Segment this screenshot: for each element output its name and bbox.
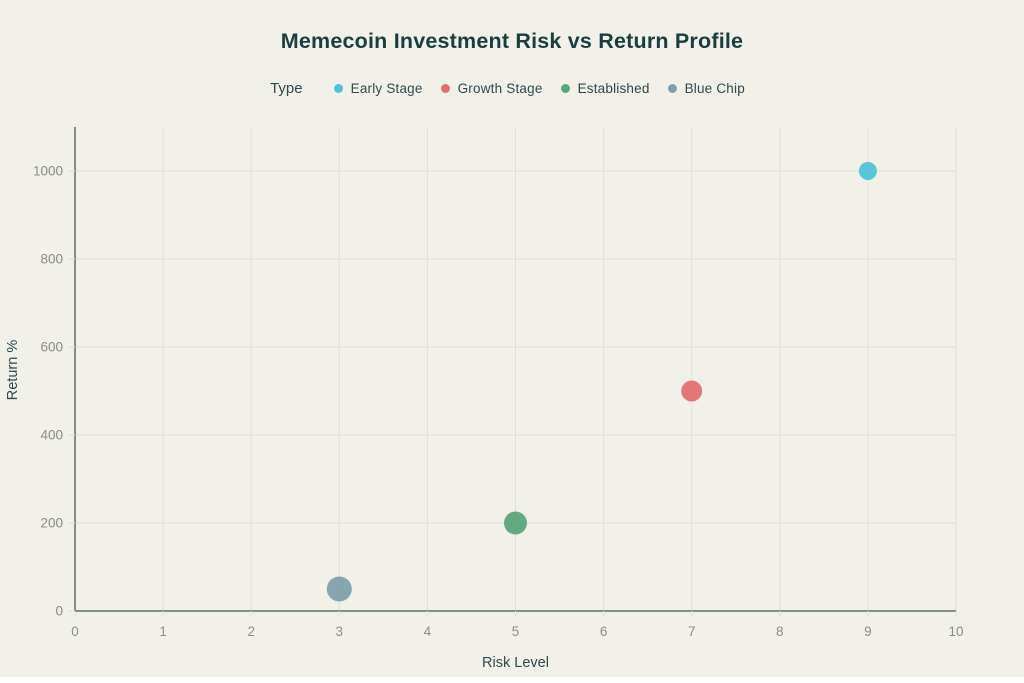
legend-item-label: Established (577, 80, 650, 96)
x-tick-label: 4 (424, 624, 432, 639)
legend-item-growth-stage[interactable]: Growth Stage (440, 80, 543, 96)
x-axis-label: Risk Level (482, 655, 549, 671)
x-tick-label: 9 (864, 624, 872, 639)
x-tick-label: 7 (688, 624, 696, 639)
x-tick-label: 8 (776, 624, 784, 639)
legend-dot-established-icon (560, 83, 570, 93)
legend: Type Early Stage Growth Stage Establishe… (0, 77, 1024, 99)
legend-title: Type (270, 79, 303, 97)
y-tick-label: 600 (40, 340, 63, 355)
legend-item-label: Early Stage (350, 80, 423, 96)
y-tick-label: 1000 (33, 164, 63, 179)
y-tick-label: 200 (40, 516, 63, 531)
legend-dot-early-stage-icon (333, 83, 343, 93)
legend-item-established[interactable]: Established (560, 80, 650, 96)
x-tick-label: 3 (336, 624, 344, 639)
data-point-blue-chip[interactable] (326, 576, 352, 602)
y-tick-label: 400 (40, 428, 63, 443)
legend-dot-blue-chip-icon (667, 83, 677, 93)
data-point-growth-stage[interactable] (681, 380, 703, 402)
legend-item-label: Growth Stage (457, 80, 543, 96)
y-axis-label: Return % (5, 339, 21, 401)
data-point-early-stage[interactable] (858, 162, 877, 180)
x-tick-label: 2 (247, 624, 255, 639)
legend-item-early-stage[interactable]: Early Stage (333, 80, 423, 96)
x-tick-label: 1 (159, 624, 167, 639)
bottom-strip (0, 677, 1024, 683)
data-point-established[interactable] (504, 511, 527, 535)
y-tick-label: 0 (55, 604, 63, 619)
chart-title: Memecoin Investment Risk vs Return Profi… (280, 29, 744, 53)
x-tick-label: 5 (512, 624, 520, 639)
legend-item-label: Blue Chip (684, 80, 745, 96)
y-tick-label: 800 (40, 252, 63, 267)
x-tick-label: 10 (948, 624, 963, 639)
x-tick-label: 0 (71, 624, 79, 639)
x-tick-label: 6 (600, 624, 608, 639)
legend-dot-growth-stage-icon (440, 83, 450, 93)
legend-item-blue-chip[interactable]: Blue Chip (667, 80, 745, 96)
